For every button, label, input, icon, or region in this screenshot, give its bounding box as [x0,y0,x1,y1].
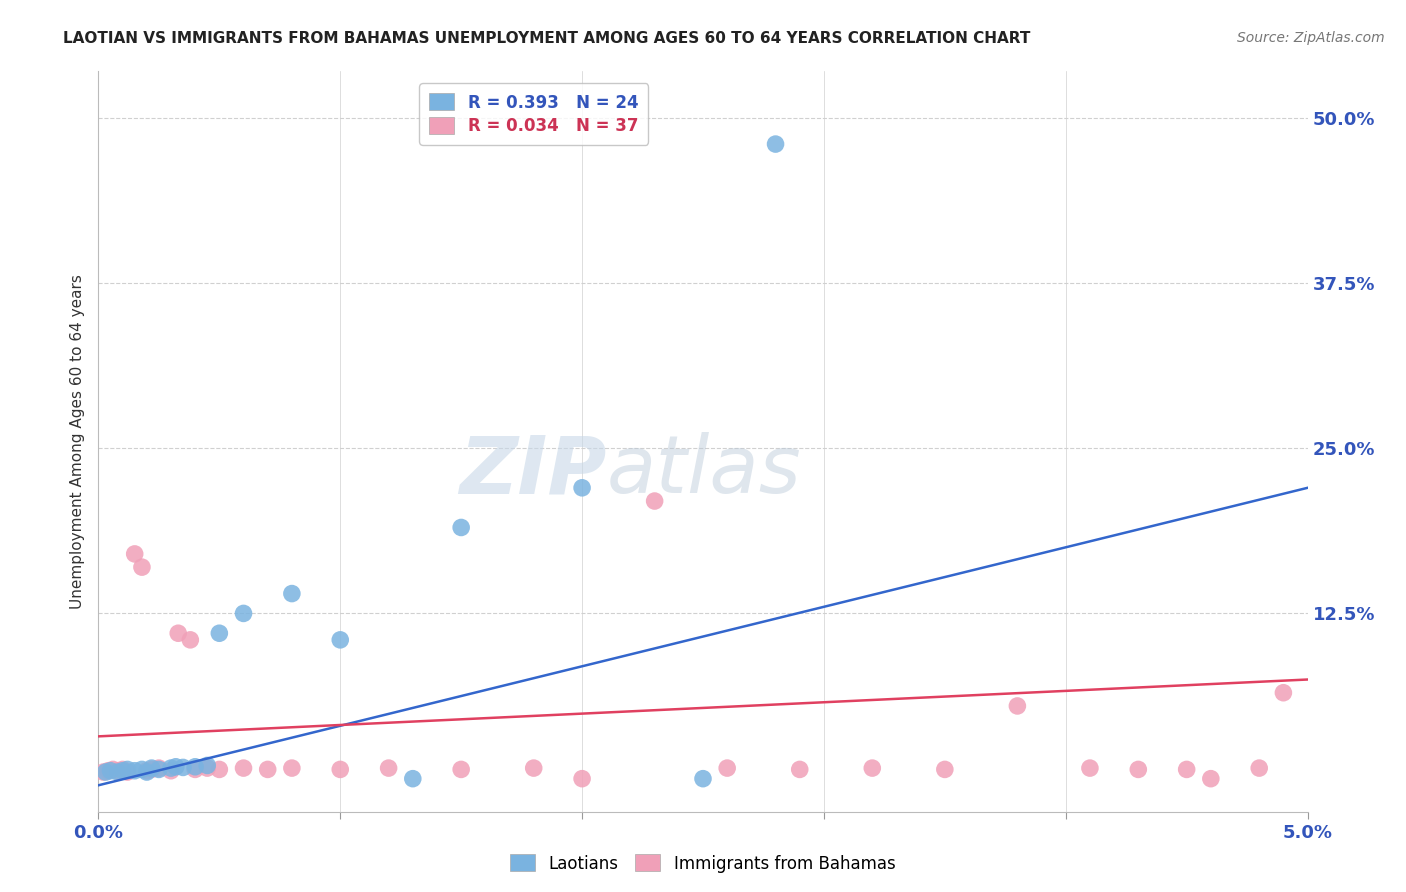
Y-axis label: Unemployment Among Ages 60 to 64 years: Unemployment Among Ages 60 to 64 years [69,274,84,609]
Point [329,763,352,777]
Point [107,764,129,778]
Point [91,765,114,780]
Point [117,765,139,780]
Point [402,772,425,786]
Point [256,763,278,777]
Point [232,761,254,775]
Point [1007,698,1029,713]
Point [148,761,170,775]
Point [716,761,738,775]
Point [97,764,120,778]
Point [195,761,218,775]
Point [281,761,304,775]
Point [160,764,183,778]
Point [860,761,883,775]
Point [523,761,546,775]
Point [1249,761,1271,775]
Text: Source: ZipAtlas.com: Source: ZipAtlas.com [1237,31,1385,45]
Point [167,626,190,640]
Point [184,760,207,774]
Point [141,763,163,777]
Point [1199,772,1222,786]
Point [571,772,593,786]
Point [765,137,787,152]
Point [94,765,117,780]
Point [571,481,593,495]
Point [101,763,124,777]
Point [450,520,472,534]
Point [232,607,254,621]
Point [934,763,956,777]
Point [148,763,170,777]
Point [117,763,139,777]
Legend: Laotians, Immigrants from Bahamas: Laotians, Immigrants from Bahamas [503,847,903,880]
Text: ZIP: ZIP [458,432,606,510]
Text: atlas: atlas [606,432,801,510]
Point [184,763,207,777]
Point [141,761,163,775]
Legend: R = 0.393   N = 24, R = 0.034   N = 37: R = 0.393 N = 24, R = 0.034 N = 37 [419,83,648,145]
Point [281,586,304,600]
Point [160,761,183,775]
Point [644,494,666,508]
Point [692,772,714,786]
Point [100,764,122,778]
Point [165,760,187,774]
Point [124,547,146,561]
Point [329,632,352,647]
Point [179,632,201,647]
Point [377,761,399,775]
Point [131,763,153,777]
Point [131,560,153,574]
Point [135,764,157,778]
Point [208,763,231,777]
Point [1128,763,1150,777]
Point [450,763,472,777]
Point [1272,686,1295,700]
Point [172,760,194,774]
Point [195,758,218,772]
Point [208,626,231,640]
Point [789,763,811,777]
Point [1175,763,1198,777]
Point [135,765,157,780]
Point [111,763,134,777]
Point [107,765,129,780]
Point [124,764,146,778]
Point [1078,761,1101,775]
Point [111,764,134,778]
Text: LAOTIAN VS IMMIGRANTS FROM BAHAMAS UNEMPLOYMENT AMONG AGES 60 TO 64 YEARS CORREL: LAOTIAN VS IMMIGRANTS FROM BAHAMAS UNEMP… [63,31,1031,46]
